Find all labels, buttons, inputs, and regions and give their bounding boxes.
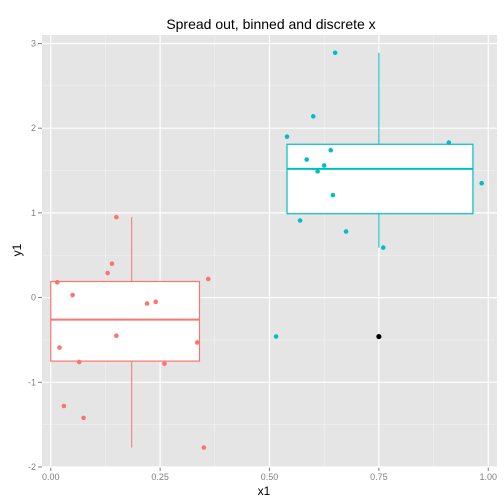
data-point <box>273 334 279 339</box>
data-point <box>315 169 320 174</box>
box-rect <box>286 143 474 215</box>
x-tick-label: 1.00 <box>479 472 497 482</box>
y-tick-label: 2 <box>31 123 36 133</box>
data-point <box>328 147 334 153</box>
y-tick-label: 1 <box>31 208 36 218</box>
data-point <box>304 157 309 162</box>
data-point <box>205 276 211 282</box>
data-point <box>70 292 75 298</box>
data-point <box>105 270 110 276</box>
outlier-point <box>376 333 382 340</box>
data-point <box>162 361 167 366</box>
data-point <box>153 299 159 305</box>
data-point <box>310 114 316 119</box>
data-point <box>195 340 200 345</box>
y-axis-title: y1 <box>10 243 24 256</box>
data-point <box>343 229 349 234</box>
chart-title: Spread out, binned and discrete x <box>166 16 375 32</box>
data-point <box>114 214 119 220</box>
y-tick-label: 3 <box>31 38 36 48</box>
data-point <box>61 403 67 409</box>
x-axis-title: x1 <box>258 484 271 498</box>
data-point <box>380 245 386 250</box>
x-tick-label: 0.75 <box>370 472 388 482</box>
x-tick-label: 0.25 <box>151 472 169 482</box>
data-point <box>446 140 452 145</box>
data-point <box>321 163 327 168</box>
y-tick-label: 0 <box>31 293 36 303</box>
data-point <box>479 180 484 186</box>
x-tick-label: 0.00 <box>42 472 60 482</box>
data-point <box>81 415 86 421</box>
data-point <box>57 345 62 350</box>
x-tick-label: 0.50 <box>261 472 279 482</box>
data-point <box>201 445 207 450</box>
data-point <box>297 218 303 223</box>
y-tick-label: -2 <box>28 462 36 472</box>
data-point <box>330 192 336 198</box>
data-point <box>114 333 119 339</box>
data-point <box>55 280 60 285</box>
y-tick-label: -1 <box>28 377 36 387</box>
data-point <box>109 261 115 267</box>
data-point <box>284 134 290 139</box>
data-point <box>76 359 82 365</box>
data-point <box>332 50 338 56</box>
box-rect <box>50 280 201 362</box>
data-point <box>144 301 150 306</box>
